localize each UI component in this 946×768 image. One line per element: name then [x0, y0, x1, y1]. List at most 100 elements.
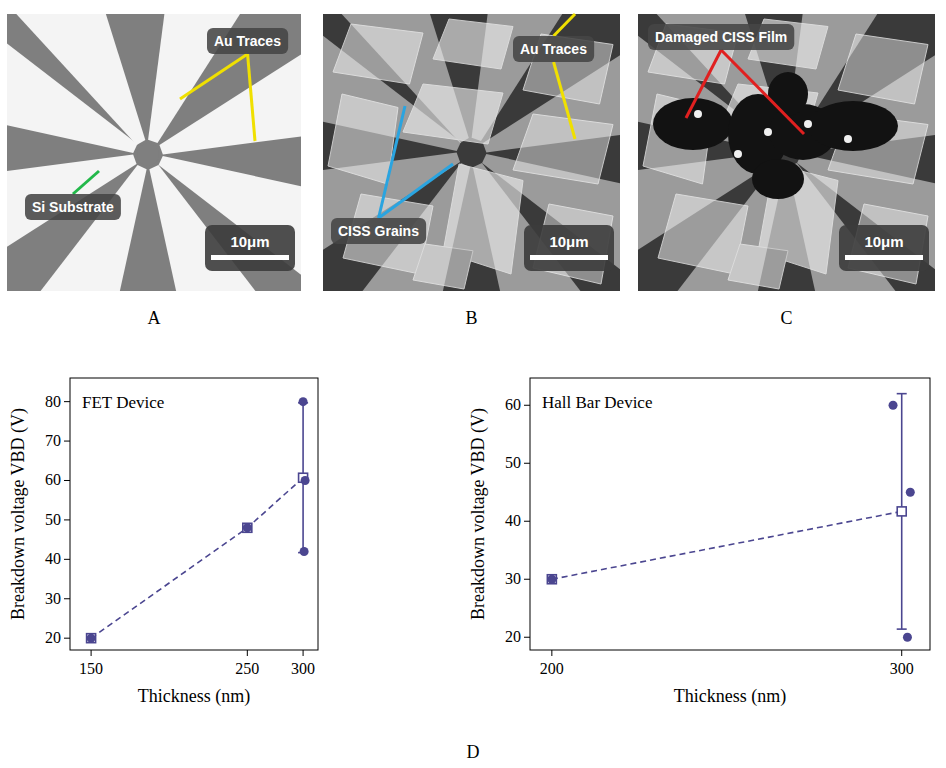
damage-spot — [694, 110, 702, 118]
leader-line — [721, 50, 804, 134]
image-label: Au Traces — [513, 14, 594, 139]
x-axis-title: Thickness (nm) — [674, 686, 786, 707]
leader-line — [73, 171, 99, 194]
label-text: Damaged CISS Film — [655, 29, 787, 45]
panel-letter: C — [780, 308, 792, 328]
y-tick-label: 60 — [45, 471, 61, 488]
image-label: Si Substrate — [25, 171, 121, 220]
point — [243, 523, 252, 532]
label-text: Au Traces — [214, 33, 281, 49]
series-line — [91, 478, 303, 638]
x-tick — [303, 650, 304, 656]
scale-bar: 10μm — [839, 225, 929, 271]
x-axis-title: Thickness (nm) — [138, 686, 250, 707]
x-tick — [901, 650, 902, 656]
y-tick — [64, 638, 70, 639]
x-tick — [551, 650, 552, 656]
point — [300, 547, 309, 556]
y-tick — [64, 519, 70, 520]
mean-marker — [243, 523, 252, 532]
y-tick-label: 70 — [45, 432, 61, 449]
au-trace — [159, 14, 301, 154]
x-tick — [247, 650, 248, 656]
au-trace — [323, 153, 460, 291]
label-box — [331, 218, 426, 244]
label-text: Si Substrate — [32, 199, 114, 215]
y-tick-label: 60 — [505, 396, 521, 413]
label-box — [648, 24, 794, 50]
x-tick-label: 200 — [540, 660, 564, 677]
scale-box — [839, 225, 929, 271]
image-label: CISS Grains — [331, 106, 453, 244]
scale-line — [845, 255, 923, 260]
x-tick — [91, 650, 92, 656]
y-axis-title: Breakdown voltage VBD (V) — [468, 408, 489, 620]
y-tick — [524, 463, 530, 464]
point — [547, 575, 556, 584]
marks — [87, 397, 310, 643]
y-tick — [64, 401, 70, 402]
au-trace — [149, 165, 301, 291]
leader-line — [180, 54, 248, 99]
image — [323, 14, 620, 291]
x-tick-label: 300 — [291, 660, 315, 677]
scale-bar: 10μm — [205, 225, 295, 271]
damage-spot — [804, 120, 812, 128]
y-tick — [64, 480, 70, 481]
y-axis-title: Breakdown voltage VBD (V) — [8, 408, 29, 620]
y-tick-label: 40 — [505, 512, 521, 529]
gap — [137, 144, 159, 166]
damage-spot — [844, 135, 852, 143]
point — [889, 401, 898, 410]
error-cap — [897, 393, 907, 395]
mean-marker — [897, 507, 906, 516]
chart: 2003002030405060Thickness (nm)Breakdown … — [468, 378, 930, 707]
marks — [547, 394, 914, 642]
au-trace — [473, 163, 620, 291]
scale-text: 10μm — [549, 233, 588, 250]
au-trace — [7, 155, 137, 291]
film — [323, 14, 620, 291]
y-tick-label: 80 — [45, 393, 61, 410]
leader-line — [248, 54, 255, 141]
y-tick — [524, 637, 530, 638]
mean-marker — [547, 575, 556, 584]
y-tick — [524, 579, 530, 580]
plot-frame — [70, 378, 318, 650]
damage — [808, 101, 898, 151]
image-label: Au Traces — [180, 28, 288, 141]
error-cap — [897, 628, 907, 630]
au-trace — [7, 14, 137, 153]
y-tick-label: 20 — [505, 628, 521, 645]
damage — [752, 159, 804, 199]
series-line — [552, 511, 902, 579]
au-trace — [788, 163, 935, 291]
error-bar — [897, 394, 907, 629]
annotation: Hall Bar Device — [542, 393, 652, 412]
annotation: FET Device — [82, 393, 164, 412]
y-tick-label: 20 — [45, 629, 61, 646]
label-box — [207, 28, 288, 54]
panel-letter: B — [465, 308, 477, 328]
label-text: Au Traces — [520, 41, 587, 57]
panel-letter: D — [467, 742, 480, 762]
image-panel: Damaged CISS Film 10μm — [522, 0, 946, 413]
film — [638, 14, 935, 291]
y-tick — [64, 598, 70, 599]
plot-frame — [530, 378, 930, 650]
scale-box — [524, 225, 614, 271]
damage — [768, 72, 808, 116]
y-tick-label: 50 — [505, 454, 521, 471]
y-tick — [524, 405, 530, 406]
mean-marker — [87, 634, 96, 643]
image-label: Damaged CISS Film — [648, 24, 804, 134]
leader-line — [554, 62, 575, 139]
point — [906, 488, 915, 497]
scale-text: 10μm — [864, 233, 903, 250]
y-tick — [64, 441, 70, 442]
au-trace — [798, 14, 935, 152]
y-tick-label: 40 — [45, 550, 61, 567]
scale-box — [205, 225, 295, 271]
substrate — [7, 14, 301, 291]
y-tick-label: 50 — [45, 511, 61, 528]
